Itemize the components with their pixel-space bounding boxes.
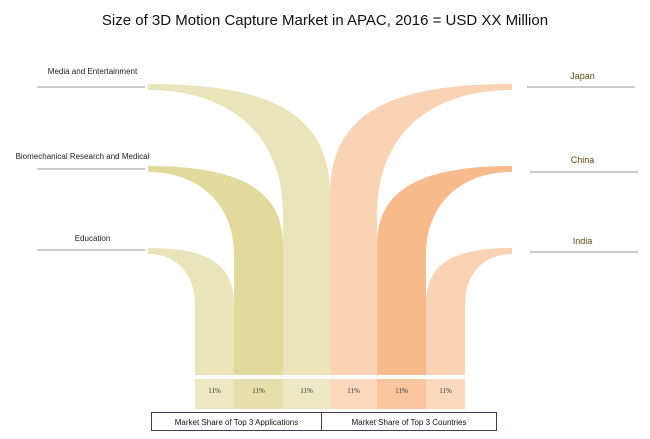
flow-country-2 xyxy=(426,248,512,375)
flow-application-1 xyxy=(148,166,283,375)
label-biomech: Biomechanical Research and Medical xyxy=(15,152,150,161)
label-india: India xyxy=(572,236,593,246)
flow-country-0 xyxy=(330,84,512,375)
pct-education: 11% xyxy=(208,387,221,395)
divider xyxy=(527,86,635,88)
label-education: Education xyxy=(74,234,111,243)
pct-biomech: 11% xyxy=(252,387,265,395)
share-cell-country-1 xyxy=(377,379,426,409)
flow-country-1 xyxy=(377,166,512,375)
share-cell-application-1 xyxy=(234,379,283,409)
share-cell-country-2 xyxy=(426,379,465,409)
divider xyxy=(530,171,638,173)
divider xyxy=(530,251,638,253)
share-cell-application-0 xyxy=(283,379,330,409)
pct-china: 11% xyxy=(395,387,408,395)
pct-japan: 11% xyxy=(347,387,360,395)
flow-application-2 xyxy=(148,248,234,375)
divider xyxy=(37,249,145,251)
pct-india: 11% xyxy=(439,387,452,395)
legend-countries: Market Share of Top 3 Countries xyxy=(321,412,497,431)
divider xyxy=(37,168,145,170)
label-china: China xyxy=(570,155,595,165)
share-cell-application-2 xyxy=(195,379,234,409)
divider xyxy=(37,86,145,88)
chart-title: Size of 3D Motion Capture Market in APAC… xyxy=(101,12,549,29)
label-media: Media and Entertainment xyxy=(47,67,138,76)
legend-applications: Market Share of Top 3 Applications xyxy=(151,412,322,431)
pct-media: 11% xyxy=(300,387,313,395)
flow-application-0 xyxy=(148,84,330,375)
label-japan: Japan xyxy=(570,71,595,81)
share-cell-country-0 xyxy=(330,379,377,409)
